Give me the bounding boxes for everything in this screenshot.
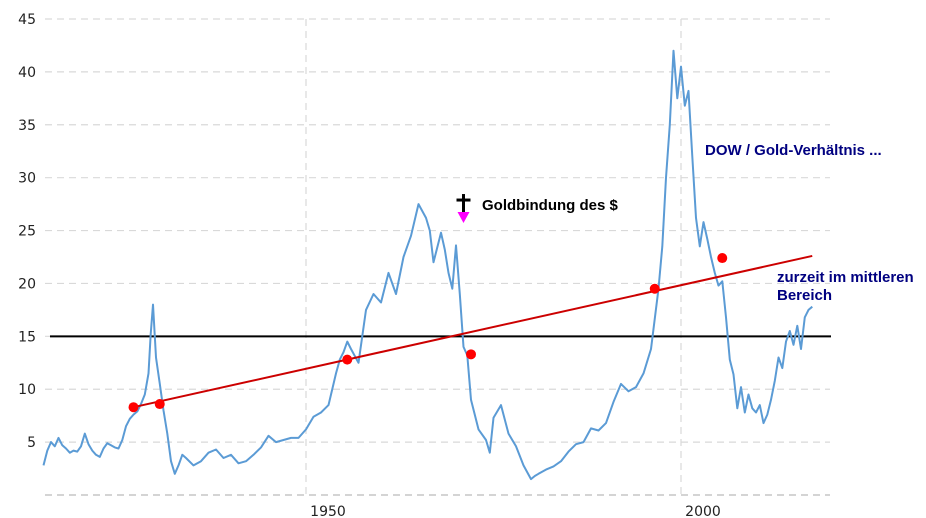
marker-dot bbox=[717, 253, 728, 264]
x-tick-label: 2000 bbox=[685, 504, 721, 518]
trend-line bbox=[133, 254, 813, 409]
down-triangle-icon bbox=[457, 212, 470, 224]
y-tick-label: 20 bbox=[18, 276, 36, 292]
marker-dot bbox=[154, 399, 165, 410]
marker-dot bbox=[128, 402, 139, 413]
y-axis-ticks: 5 10 15 20 25 30 35 40 45 bbox=[18, 12, 36, 451]
annotation-current-line2: Bereich bbox=[777, 287, 833, 304]
x-axis-ticks: 1950 2000 bbox=[310, 504, 721, 518]
y-tick-label: 15 bbox=[18, 329, 36, 345]
y-tick-label: 30 bbox=[18, 171, 36, 187]
y-tick-label: 40 bbox=[18, 65, 36, 81]
y-tick-label: 25 bbox=[18, 224, 36, 240]
y-tick-label: 10 bbox=[18, 382, 36, 398]
y-tick-label: 35 bbox=[18, 118, 36, 134]
annotation-chart-title: DOW / Gold-Verhältnis ... bbox=[705, 142, 882, 159]
marker-dot bbox=[649, 283, 660, 294]
annotation-current-line1: zurzeit im mittleren bbox=[777, 269, 914, 286]
y-tick-label: 45 bbox=[18, 12, 36, 28]
marker-dot bbox=[342, 354, 353, 365]
gold-peg-marker bbox=[456, 194, 471, 224]
x-tick-label: 1950 bbox=[310, 504, 346, 518]
marker-dot bbox=[466, 349, 476, 360]
trend-crossing-markers bbox=[128, 253, 728, 413]
grid-lines bbox=[45, 18, 830, 496]
annotation-gold-peg: Goldbindung des $ bbox=[482, 197, 618, 214]
dow-gold-series-line bbox=[42, 49, 813, 481]
y-tick-label: 5 bbox=[27, 435, 36, 451]
